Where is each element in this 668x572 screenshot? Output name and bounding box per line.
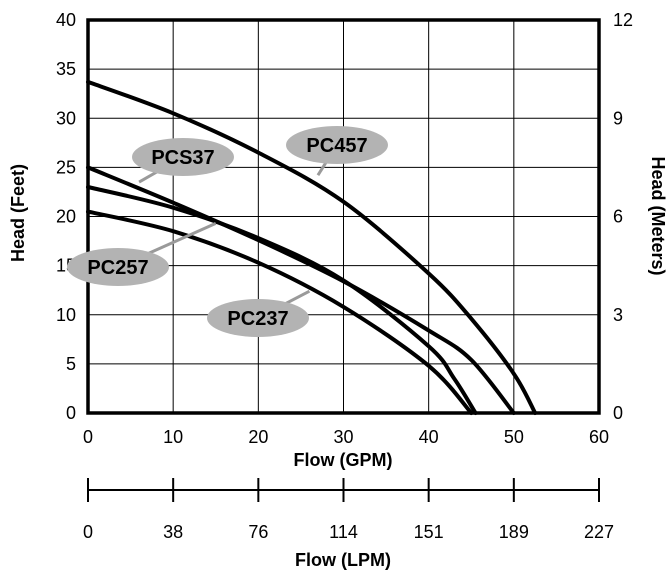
lpm-axis-title: Flow (LPM) — [295, 550, 391, 570]
x-tick-label: 0 — [83, 427, 93, 447]
y-axis-title: Head (Feet) — [8, 164, 28, 262]
plot-border — [86, 18, 601, 415]
callout-bubble-pc237 — [207, 299, 309, 337]
y-tick-label: 35 — [56, 59, 76, 79]
y-tick-label: 0 — [66, 403, 76, 423]
callout-bubble-pc257 — [67, 248, 169, 286]
lpm-tick-label: 0 — [83, 522, 93, 542]
y-tick-label: 20 — [56, 207, 76, 227]
y-tick-label: 25 — [56, 157, 76, 177]
series-label-pc237: PC237 — [227, 308, 288, 330]
curve-pcs37 — [86, 165, 516, 415]
series-label-pcs37: PCS37 — [151, 147, 214, 169]
x-tick-label: 30 — [333, 427, 353, 447]
callout-bubble-pc457 — [286, 126, 388, 164]
x-tick-label: 50 — [504, 427, 524, 447]
callout-bubble-pcs37 — [132, 138, 234, 176]
lpm-tick-label: 151 — [414, 522, 444, 542]
curve-pc237 — [86, 209, 474, 415]
series-label-pc457: PC457 — [306, 135, 367, 157]
y2-tick-label: 12 — [613, 10, 633, 30]
y-tick-label: 10 — [56, 305, 76, 325]
y2-tick-label: 6 — [613, 207, 623, 227]
curve-pc457 — [86, 79, 538, 415]
y-tick-label: 5 — [66, 354, 76, 374]
x-tick-label: 10 — [163, 427, 183, 447]
series-labels: PC457 PCS37 PC257 PC237 — [67, 126, 388, 337]
y-tick-label: 40 — [56, 10, 76, 30]
curves — [86, 79, 538, 415]
x-tick-label: 60 — [589, 427, 609, 447]
curve-pc257 — [86, 185, 478, 415]
x-axis-title: Flow (GPM) — [294, 450, 393, 470]
grid — [88, 20, 599, 413]
plot-frame — [86, 18, 601, 415]
x-tick-label: 40 — [419, 427, 439, 447]
y-tick-label: 30 — [56, 108, 76, 128]
lpm-tick-label: 76 — [248, 522, 268, 542]
y2-tick-label: 0 — [613, 403, 623, 423]
series-label-pc257: PC257 — [87, 257, 148, 279]
y2-axis-title: Head (Meters) — [648, 156, 668, 275]
lpm-tick-label: 227 — [584, 522, 614, 542]
lpm-tick-label: 189 — [499, 522, 529, 542]
y2-tick-label: 3 — [613, 305, 623, 325]
y2-tick-label: 9 — [613, 108, 623, 128]
lpm-tick-label: 114 — [329, 522, 358, 542]
lpm-tick-label: 38 — [163, 522, 183, 542]
x-tick-label: 20 — [248, 427, 268, 447]
